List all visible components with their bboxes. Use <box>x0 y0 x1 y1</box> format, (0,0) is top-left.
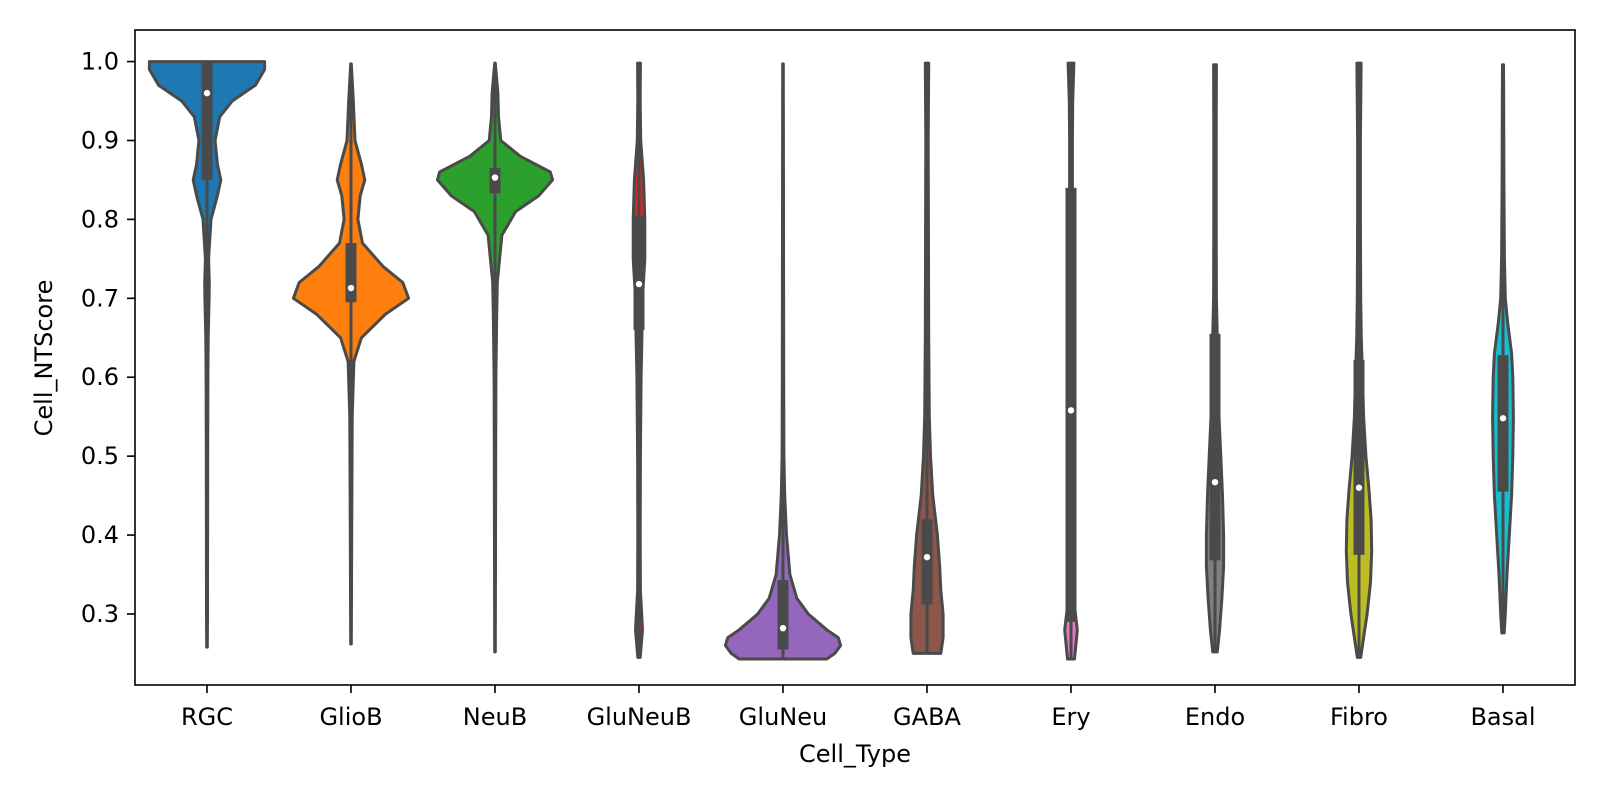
violin-median-point <box>779 624 787 632</box>
x-tick-label: GABA <box>893 703 961 731</box>
x-axis-label: Cell_Type <box>799 740 911 768</box>
violin-GlioB <box>291 62 411 646</box>
violin-median-point <box>1355 484 1363 491</box>
violin-iqr-box <box>1353 359 1365 555</box>
violin-iqr-box <box>1065 187 1077 622</box>
violin-GluNeuB <box>631 61 647 659</box>
y-axis-label: Cell_NTScore <box>30 280 58 437</box>
x-tick-label: RGC <box>181 703 233 731</box>
x-tick-label: Fibro <box>1330 703 1388 731</box>
violin-Ery <box>1063 61 1079 661</box>
violin-median-point <box>203 89 211 97</box>
violin-GluNeu <box>723 62 843 661</box>
x-tick-label: NeuB <box>463 703 527 731</box>
violin-Fibro <box>1344 61 1374 659</box>
y-axis: 0.3 0.4 0.5 0.6 0.7 0.8 0.9 1.0 <box>81 48 135 628</box>
violin-GABA <box>909 61 945 655</box>
x-tick-label: GlioB <box>319 703 382 731</box>
violin-median-point <box>1067 407 1075 414</box>
violins <box>147 60 1515 661</box>
violin-iqr-box <box>1209 333 1221 561</box>
violin-iqr-box <box>201 61 213 180</box>
violin-iqr-box <box>345 243 357 303</box>
x-tick-label: GluNeu <box>739 703 827 731</box>
violin-iqr-box <box>1497 355 1509 492</box>
y-tick-label: 0.5 <box>81 442 119 470</box>
violin-median-point <box>1499 415 1507 422</box>
violin-median-point <box>923 553 931 561</box>
x-tick-label: Endo <box>1185 703 1245 731</box>
x-tick-label: Ery <box>1051 703 1090 731</box>
x-axis: RGC GlioB NeuB GluNeuB GluNeu GABA Ery Endo Fibr… <box>181 685 1536 731</box>
violin-NeuB <box>435 61 555 654</box>
violin-Basal <box>1491 63 1515 635</box>
y-tick-label: 0.4 <box>81 521 119 549</box>
y-tick-label: 0.6 <box>81 363 119 391</box>
y-tick-label: 0.3 <box>81 600 119 628</box>
violin-median-point <box>635 280 643 288</box>
violin-RGC <box>147 60 267 649</box>
x-tick-label: GluNeuB <box>587 703 692 731</box>
y-tick-label: 0.8 <box>81 205 119 233</box>
y-tick-label: 1.0 <box>81 48 119 76</box>
violin-median-point <box>491 174 499 181</box>
violin-iqr-box <box>777 580 789 650</box>
violin-Endo <box>1204 63 1226 654</box>
violin-median-point <box>347 284 355 292</box>
y-tick-label: 0.7 <box>81 284 119 312</box>
x-tick-label: Basal <box>1470 703 1535 731</box>
y-tick-label: 0.9 <box>81 126 119 154</box>
violin-iqr-box <box>921 519 933 605</box>
plot-frame <box>134 29 1576 686</box>
violin-iqr-box <box>633 215 645 330</box>
violin-median-point <box>1211 478 1219 486</box>
